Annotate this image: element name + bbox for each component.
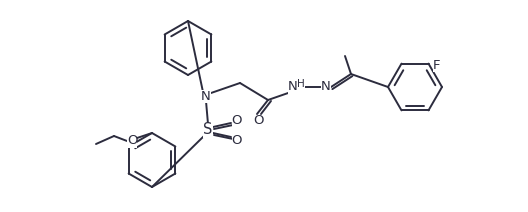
Text: N: N bbox=[201, 89, 211, 102]
Text: H: H bbox=[297, 79, 305, 89]
Text: O: O bbox=[253, 114, 263, 127]
Text: O: O bbox=[232, 113, 242, 127]
Text: N: N bbox=[321, 81, 331, 93]
Text: S: S bbox=[203, 123, 213, 138]
Text: F: F bbox=[433, 59, 440, 72]
Text: O: O bbox=[127, 134, 137, 148]
Text: O: O bbox=[232, 134, 242, 148]
Text: N: N bbox=[288, 81, 298, 93]
